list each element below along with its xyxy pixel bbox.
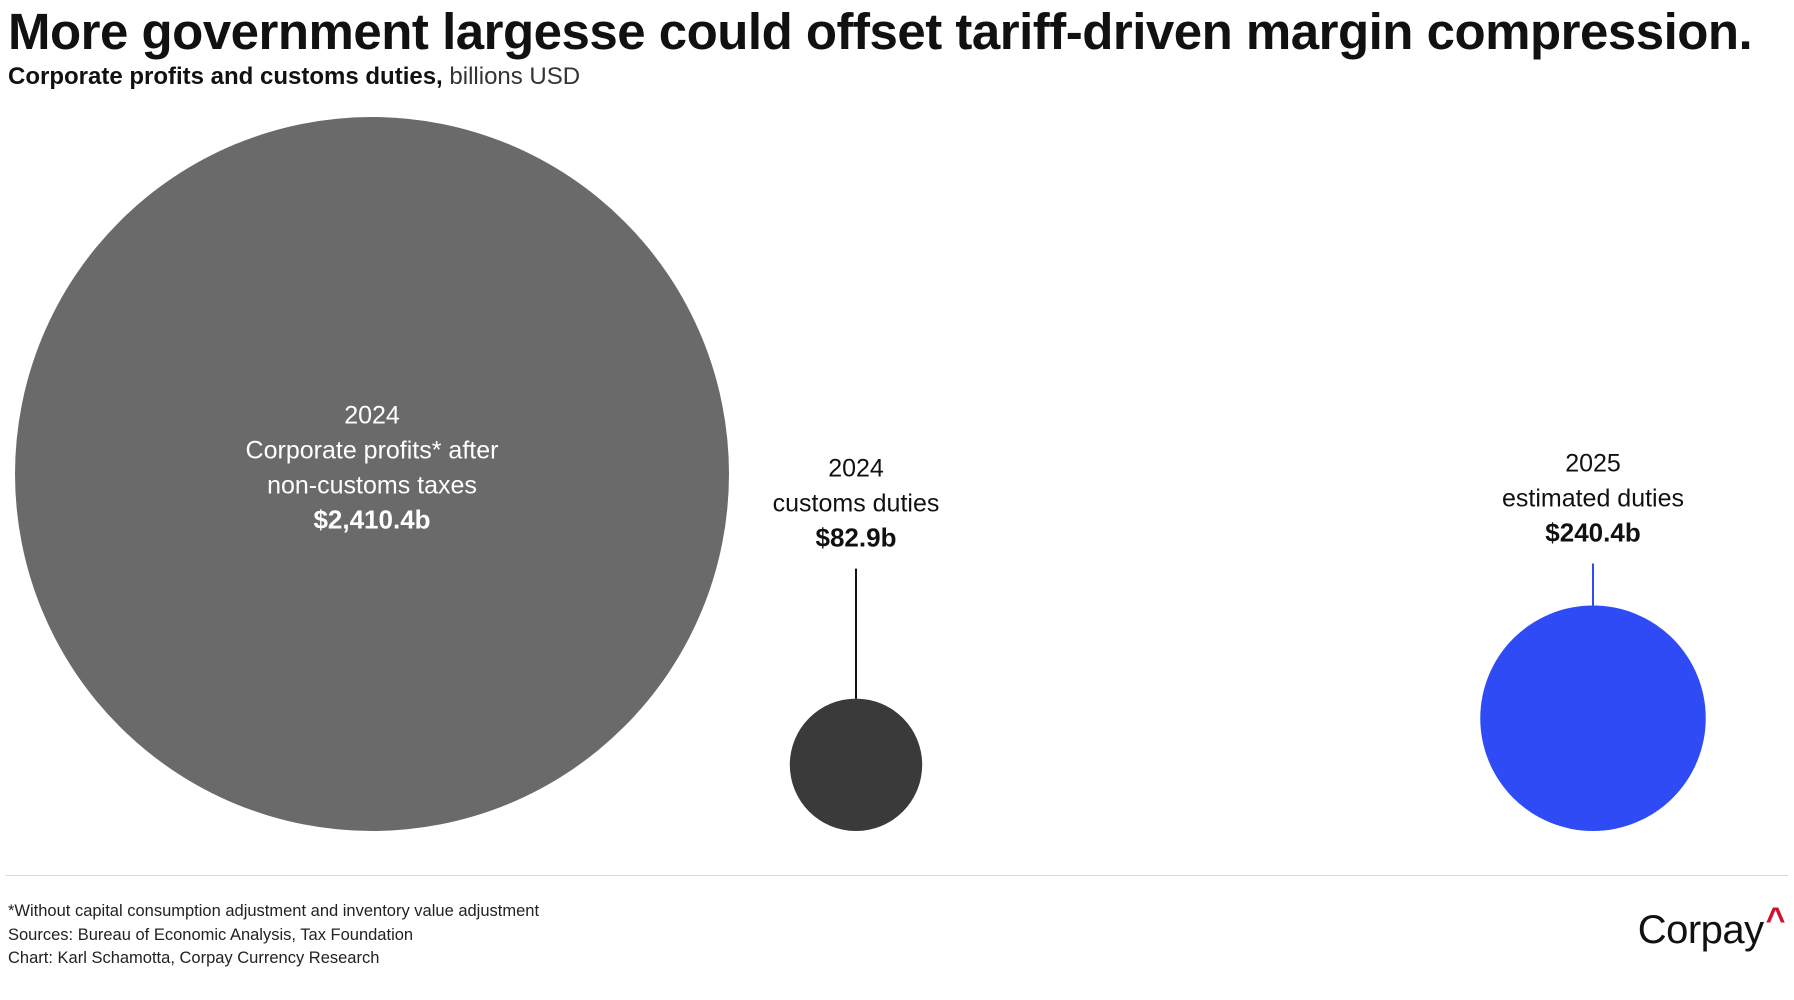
footnote-adjustment: *Without capital consumption adjustment … [8, 902, 540, 920]
bubble-value-duties-2024: $82.9b [816, 523, 897, 553]
corpay-logo[interactable]: Corpay^ [1637, 901, 1786, 953]
bubble-duties-2025 [1480, 605, 1706, 831]
bubble-group-duties-2025: 2025 estimated duties $240.4b [1480, 450, 1706, 831]
footnote-credit: Chart: Karl Schamotta, Corpay Currency R… [8, 949, 380, 967]
subtitle-units: billions USD [449, 63, 581, 90]
bubble-label-duties-2024-0: 2024 [828, 455, 884, 483]
footnote-sources: Sources: Bureau of Economic Analysis, Ta… [8, 925, 414, 944]
bubble-label-duties-2024-1: customs duties [773, 490, 940, 518]
bubble-chart: 2024 Corporate profits* after non-customs … [15, 117, 1706, 831]
logo-text: Corpay [1637, 908, 1764, 952]
bubble-value-profits-2024: $2,410.4b [313, 505, 430, 535]
bubble-duties-2024 [789, 698, 923, 831]
chart-title: More government largesse could offset ta… [8, 3, 1753, 60]
footer-divider [6, 875, 1788, 876]
footnotes: *Without capital consumption adjustment … [8, 900, 539, 971]
bubble-label-duties-2025-0: 2025 [1565, 450, 1621, 478]
bubble-value-duties-2025: $240.4b [1545, 518, 1640, 548]
bubble-group-duties-2024: 2024 customs duties $82.9b [773, 455, 940, 831]
chart-subtitle: Corporate profits and customs duties, bi… [8, 63, 580, 91]
bubble-label-duties-2025-1: estimated duties [1502, 485, 1684, 513]
bubble-label-profits-2024-2: non-customs taxes [267, 472, 477, 500]
bubble-group-profits-2024: 2024 Corporate profits* after non-customs … [15, 117, 729, 831]
bubble-label-profits-2024-0: 2024 [344, 402, 400, 430]
bubble-label-profits-2024-1: Corporate profits* after [246, 437, 499, 465]
subtitle-main: Corporate profits and customs duties, [8, 63, 443, 90]
logo-caret-icon: ^ [1765, 901, 1786, 939]
bubble-profits-2024 [15, 117, 729, 831]
